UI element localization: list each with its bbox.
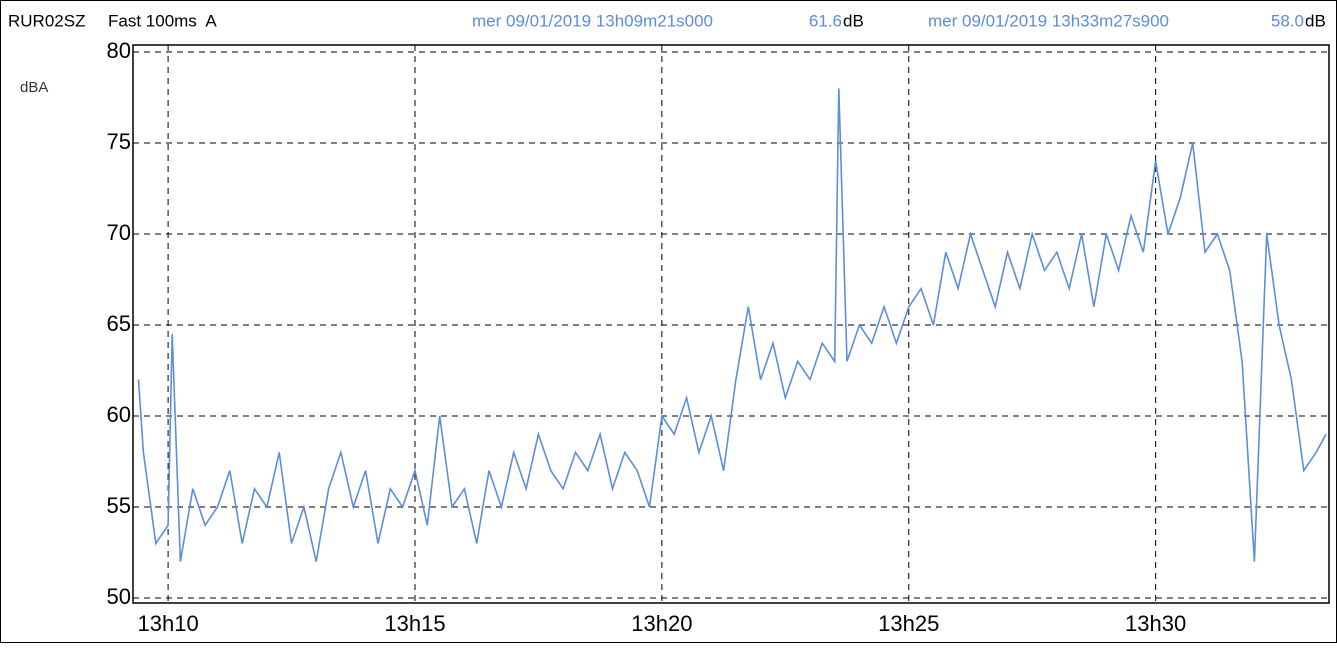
cursor-value: 61.6 [809, 11, 842, 30]
channel: RUR02SZ [8, 11, 85, 30]
y-tick-label: 65 [107, 311, 131, 336]
y-axis-label: dBA [20, 79, 48, 96]
x-tick-label: 13h30 [1125, 611, 1186, 636]
setting: Fast 100ms A [108, 11, 217, 30]
x-tick-label: 13h20 [631, 611, 692, 636]
x-tick-label: 13h10 [138, 611, 199, 636]
x-tick-label: 13h15 [384, 611, 445, 636]
x-tick-label: 13h25 [878, 611, 939, 636]
y-tick-label: 80 [107, 38, 131, 63]
cursor-value: 58.0 [1271, 11, 1304, 30]
cursor-unit: dB [1305, 11, 1326, 30]
y-tick-label: 75 [107, 129, 131, 154]
cursor-time: mer 09/01/2019 13h33m27s900 [928, 11, 1169, 30]
y-tick-label: 60 [107, 402, 131, 427]
series-line [137, 88, 1327, 562]
y-tick-label: 70 [107, 220, 131, 245]
plot-frame [132, 44, 1330, 604]
cursor-unit: dB [843, 11, 864, 30]
cursor-time: mer 09/01/2019 13h09m21s000 [472, 11, 713, 30]
y-tick-label: 55 [107, 493, 131, 518]
y-tick-label: 50 [107, 584, 131, 609]
